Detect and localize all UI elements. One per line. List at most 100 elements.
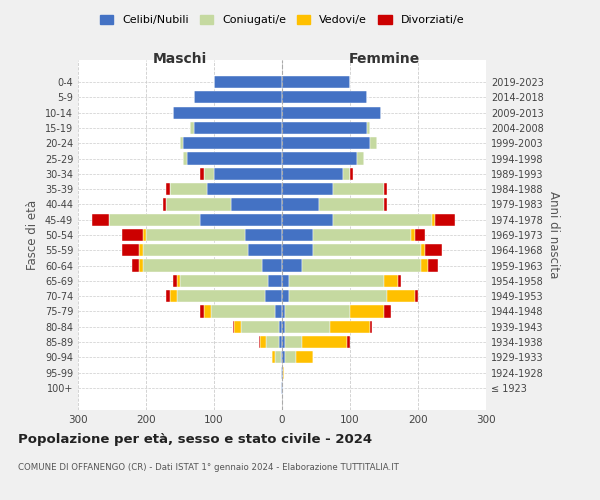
- Bar: [282, 260, 302, 272]
- Bar: [122, 229, 143, 241]
- Bar: [367, 122, 370, 134]
- Y-axis label: Anni di nascita: Anni di nascita: [547, 192, 560, 278]
- Bar: [279, 336, 282, 348]
- Text: Maschi: Maschi: [153, 52, 207, 66]
- Bar: [194, 122, 282, 134]
- Bar: [166, 183, 170, 195]
- Bar: [282, 214, 333, 226]
- Bar: [415, 229, 425, 241]
- Bar: [282, 168, 343, 180]
- Bar: [259, 336, 260, 348]
- Bar: [282, 320, 286, 333]
- Bar: [347, 336, 350, 348]
- Text: Femmine: Femmine: [349, 52, 419, 66]
- Bar: [245, 229, 282, 241]
- Bar: [282, 306, 286, 318]
- Bar: [190, 122, 194, 134]
- Bar: [333, 214, 431, 226]
- Bar: [166, 290, 170, 302]
- Bar: [350, 306, 384, 318]
- Bar: [296, 352, 313, 364]
- Bar: [313, 229, 411, 241]
- Bar: [143, 229, 146, 241]
- Bar: [204, 168, 214, 180]
- Bar: [281, 382, 282, 394]
- Bar: [350, 168, 353, 180]
- Bar: [200, 168, 204, 180]
- Bar: [187, 152, 282, 164]
- Bar: [268, 275, 282, 287]
- Bar: [278, 320, 282, 333]
- Bar: [282, 366, 283, 379]
- Bar: [262, 260, 282, 272]
- Bar: [231, 198, 282, 210]
- Bar: [281, 352, 282, 364]
- Bar: [282, 137, 370, 149]
- Bar: [200, 214, 282, 226]
- Bar: [428, 260, 439, 272]
- Bar: [180, 137, 184, 149]
- Bar: [286, 306, 350, 318]
- Bar: [173, 106, 282, 118]
- Bar: [388, 290, 415, 302]
- Bar: [133, 260, 139, 272]
- Bar: [204, 306, 211, 318]
- Bar: [384, 198, 388, 210]
- Bar: [241, 320, 278, 333]
- Bar: [282, 352, 286, 364]
- Bar: [109, 214, 200, 226]
- Bar: [282, 198, 319, 210]
- Bar: [421, 244, 425, 256]
- Bar: [163, 198, 166, 210]
- Bar: [357, 152, 364, 164]
- Bar: [282, 244, 313, 256]
- Bar: [166, 198, 231, 210]
- Bar: [146, 229, 245, 241]
- Bar: [184, 137, 282, 149]
- Bar: [431, 214, 435, 226]
- Bar: [425, 244, 442, 256]
- Y-axis label: Fasce di età: Fasce di età: [26, 200, 39, 270]
- Bar: [370, 137, 377, 149]
- Bar: [248, 244, 282, 256]
- Bar: [200, 306, 204, 318]
- Bar: [313, 244, 421, 256]
- Legend: Celibi/Nubili, Coniugati/e, Vedovi/e, Divorziati/e: Celibi/Nubili, Coniugati/e, Vedovi/e, Di…: [95, 10, 469, 30]
- Bar: [139, 260, 143, 272]
- Bar: [282, 229, 313, 241]
- Bar: [282, 382, 283, 394]
- Bar: [214, 168, 282, 180]
- Bar: [282, 91, 367, 104]
- Bar: [283, 366, 284, 379]
- Bar: [435, 214, 455, 226]
- Bar: [180, 275, 268, 287]
- Bar: [260, 336, 266, 348]
- Bar: [176, 290, 265, 302]
- Bar: [289, 275, 384, 287]
- Bar: [176, 275, 180, 287]
- Bar: [275, 306, 282, 318]
- Bar: [319, 198, 384, 210]
- Bar: [235, 320, 241, 333]
- Bar: [343, 168, 350, 180]
- Bar: [233, 320, 235, 333]
- Bar: [329, 320, 370, 333]
- Bar: [421, 260, 428, 272]
- Bar: [286, 352, 296, 364]
- Bar: [207, 183, 282, 195]
- Bar: [384, 183, 388, 195]
- Bar: [302, 336, 347, 348]
- Bar: [282, 275, 289, 287]
- Bar: [282, 152, 357, 164]
- Bar: [384, 275, 398, 287]
- Bar: [282, 76, 350, 88]
- Bar: [289, 290, 388, 302]
- Bar: [170, 183, 207, 195]
- Bar: [411, 229, 415, 241]
- Bar: [275, 352, 281, 364]
- Bar: [282, 106, 380, 118]
- Bar: [266, 336, 279, 348]
- Bar: [265, 290, 282, 302]
- Bar: [282, 122, 367, 134]
- Bar: [272, 352, 275, 364]
